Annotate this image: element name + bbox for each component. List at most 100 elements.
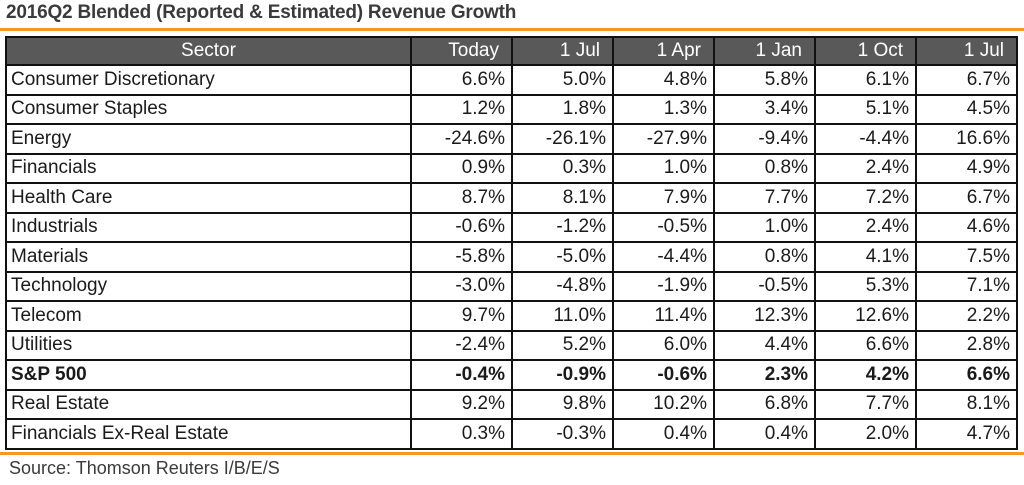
value-cell: 0.4%	[713, 418, 816, 450]
value-cell: 0.3%	[410, 418, 513, 450]
value-cell: 9.2%	[410, 388, 513, 420]
value-cell: 10.2%	[612, 388, 715, 420]
value-cell: -0.6%	[410, 211, 513, 243]
value-cell: 0.3%	[511, 152, 614, 184]
value-cell: -0.9%	[511, 359, 614, 391]
value-cell: -0.4%	[410, 359, 513, 391]
value-cell: -5.8%	[410, 241, 513, 273]
table-row: Utilities -2.4% 5.2% 6.0% 4.4% 6.6% 2.8%	[5, 329, 1018, 361]
title-divider	[0, 28, 1024, 31]
value-cell: -9.4%	[713, 123, 816, 155]
value-cell: 2.0%	[814, 418, 917, 450]
table-row: Industrials -0.6% -1.2% -0.5% 1.0% 2.4% 4.6%	[5, 211, 1018, 243]
page-title: 2016Q2 Blended (Reported & Estimated) Re…	[6, 2, 517, 23]
value-cell: 6.6%	[814, 329, 917, 361]
table-row: Energy -24.6% -26.1% -27.9% -9.4% -4.4% 16.6%	[5, 123, 1018, 155]
value-cell: 4.9%	[915, 152, 1018, 184]
column-header-1-apr: 1 Apr	[612, 36, 715, 66]
value-cell: 7.2%	[814, 182, 917, 214]
value-cell: 4.4%	[713, 329, 816, 361]
value-cell: -0.5%	[713, 270, 816, 302]
value-cell: -4.4%	[814, 123, 917, 155]
value-cell: -0.6%	[612, 359, 715, 391]
table-header-row: Sector Today 1 Jul 1 Apr 1 Jan 1 Oct 1 J…	[5, 36, 1018, 66]
value-cell: 4.1%	[814, 241, 917, 273]
value-cell: 0.9%	[410, 152, 513, 184]
value-cell: 9.7%	[410, 300, 513, 332]
value-cell: 4.2%	[814, 359, 917, 391]
value-cell: 7.5%	[915, 241, 1018, 273]
sector-cell: Consumer Staples	[5, 93, 412, 125]
column-header-1-oct: 1 Oct	[814, 36, 917, 66]
column-header-today: Today	[410, 36, 513, 66]
table-row: Consumer Staples 1.2% 1.8% 1.3% 3.4% 5.1% 4.5%	[5, 93, 1018, 125]
table-row: Financials 0.9% 0.3% 1.0% 0.8% 2.4% 4.9%	[5, 152, 1018, 184]
value-cell: 7.7%	[814, 388, 917, 420]
value-cell: -1.2%	[511, 211, 614, 243]
sector-cell: Technology	[5, 270, 412, 302]
value-cell: -1.9%	[612, 270, 715, 302]
value-cell: 4.8%	[612, 64, 715, 96]
value-cell: 6.0%	[612, 329, 715, 361]
sector-cell: S&P 500	[5, 359, 412, 391]
value-cell: 5.0%	[511, 64, 614, 96]
value-cell: 8.7%	[410, 182, 513, 214]
value-cell: -4.4%	[612, 241, 715, 273]
value-cell: 1.0%	[713, 211, 816, 243]
value-cell: 2.4%	[814, 152, 917, 184]
column-header-1-jan: 1 Jan	[713, 36, 816, 66]
value-cell: 6.1%	[814, 64, 917, 96]
value-cell: 6.7%	[915, 64, 1018, 96]
value-cell: -2.4%	[410, 329, 513, 361]
value-cell: 2.3%	[713, 359, 816, 391]
value-cell: 7.9%	[612, 182, 715, 214]
value-cell: 7.1%	[915, 270, 1018, 302]
table-row: Financials Ex-Real Estate 0.3% -0.3% 0.4% 0.…	[5, 418, 1018, 450]
value-cell: 6.6%	[915, 359, 1018, 391]
value-cell: 7.7%	[713, 182, 816, 214]
value-cell: -24.6%	[410, 123, 513, 155]
value-cell: 2.2%	[915, 300, 1018, 332]
column-header-1-jul-prior: 1 Jul	[915, 36, 1018, 66]
table-row: Technology -3.0% -4.8% -1.9% -0.5% 5.3% 7.1%	[5, 270, 1018, 302]
value-cell: 16.6%	[915, 123, 1018, 155]
sector-cell: Consumer Discretionary	[5, 64, 412, 96]
sector-cell: Real Estate	[5, 388, 412, 420]
value-cell: 1.2%	[410, 93, 513, 125]
value-cell: 5.3%	[814, 270, 917, 302]
value-cell: -26.1%	[511, 123, 614, 155]
table-row: Real Estate 9.2% 9.8% 10.2% 6.8% 7.7% 8.1%	[5, 388, 1018, 420]
value-cell: 8.1%	[915, 388, 1018, 420]
value-cell: -0.3%	[511, 418, 614, 450]
value-cell: 2.8%	[915, 329, 1018, 361]
sector-cell: Telecom	[5, 300, 412, 332]
table-row: Health Care 8.7% 8.1% 7.9% 7.7% 7.2% 6.7%	[5, 182, 1018, 214]
table-row: S&P 500 -0.4% -0.9% -0.6% 2.3% 4.2% 6.6%	[5, 359, 1018, 391]
value-cell: 1.3%	[612, 93, 715, 125]
value-cell: 4.5%	[915, 93, 1018, 125]
value-cell: 6.8%	[713, 388, 816, 420]
sector-cell: Utilities	[5, 329, 412, 361]
value-cell: 12.6%	[814, 300, 917, 332]
value-cell: -27.9%	[612, 123, 715, 155]
value-cell: 1.0%	[612, 152, 715, 184]
value-cell: 11.0%	[511, 300, 614, 332]
value-cell: 4.7%	[915, 418, 1018, 450]
value-cell: -3.0%	[410, 270, 513, 302]
value-cell: 4.6%	[915, 211, 1018, 243]
value-cell: 11.4%	[612, 300, 715, 332]
sector-cell: Energy	[5, 123, 412, 155]
sector-cell: Materials	[5, 241, 412, 273]
sector-cell: Health Care	[5, 182, 412, 214]
value-cell: -4.8%	[511, 270, 614, 302]
sector-cell: Financials Ex-Real Estate	[5, 418, 412, 450]
value-cell: 0.4%	[612, 418, 715, 450]
source-divider	[0, 452, 1024, 455]
table-row: Consumer Discretionary 6.6% 5.0% 4.8% 5.8% 6.…	[5, 64, 1018, 96]
value-cell: 3.4%	[713, 93, 816, 125]
value-cell: 6.7%	[915, 182, 1018, 214]
sector-cell: Industrials	[5, 211, 412, 243]
value-cell: 5.2%	[511, 329, 614, 361]
column-header-1-jul: 1 Jul	[511, 36, 614, 66]
revenue-growth-table: Sector Today 1 Jul 1 Apr 1 Jan 1 Oct 1 J…	[5, 36, 1018, 450]
